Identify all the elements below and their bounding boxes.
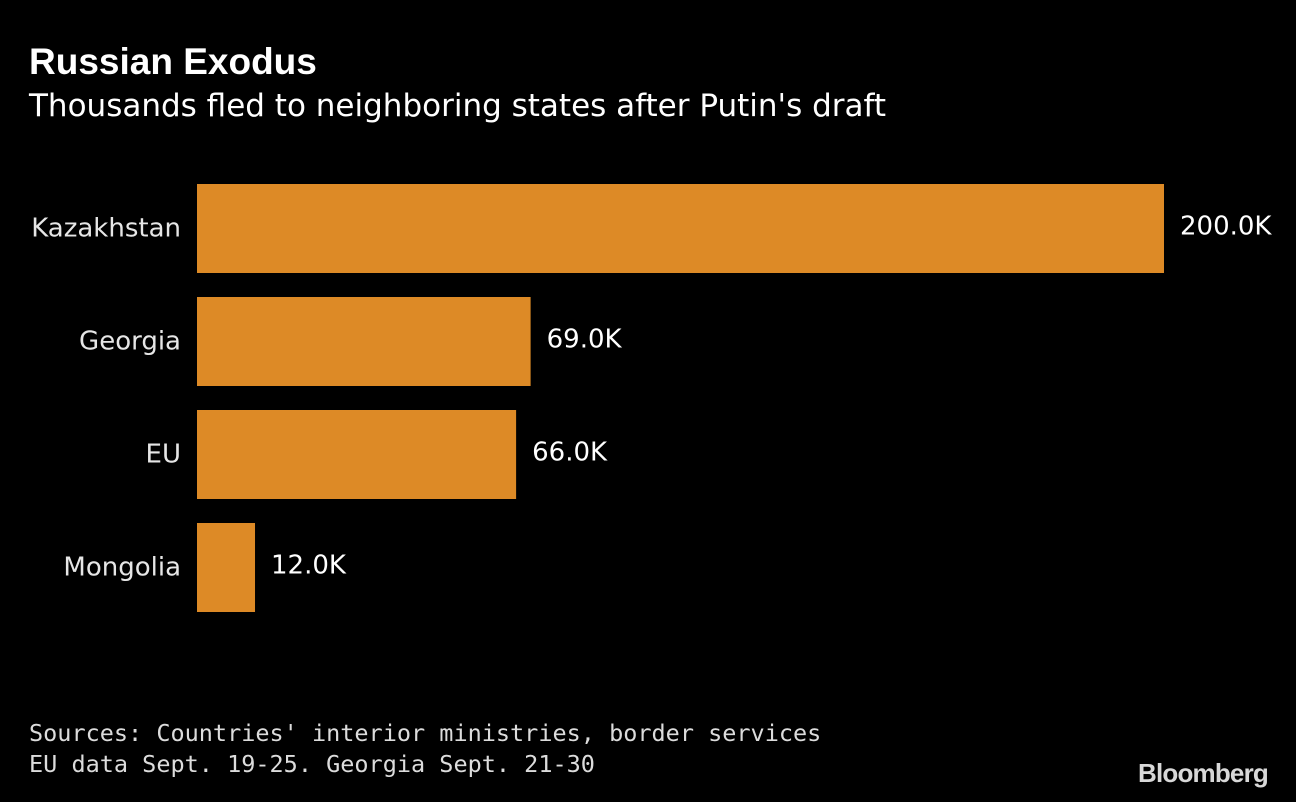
value-label-mongolia: 12.0K [271,551,347,581]
category-label-mongolia: Mongolia [63,553,181,583]
category-label-eu: EU [146,440,181,470]
bloomberg-logo: Bloomberg [1137,758,1269,788]
value-label-eu: 66.0K [532,438,608,468]
source-line-1: Sources: Countries' interior ministries,… [29,719,822,747]
source-line-2: EU data Sept. 19-25. Georgia Sept. 21-30 [29,750,595,778]
chart-subtitle: Thousands fled to neighboring states aft… [29,88,887,124]
bar-georgia [197,297,531,386]
chart-title: Russian Exodus [29,41,317,82]
category-label-georgia: Georgia [79,327,181,357]
bar-eu [197,410,517,499]
value-label-georgia: 69.0K [547,325,623,355]
source-note: Sources: Countries' interior ministries,… [29,718,821,780]
category-label-kazakhstan: Kazakhstan [31,214,181,244]
bar-mongolia [197,523,256,612]
bar-kazakhstan [197,184,1164,273]
value-label-kazakhstan: 200.0K [1180,212,1272,242]
